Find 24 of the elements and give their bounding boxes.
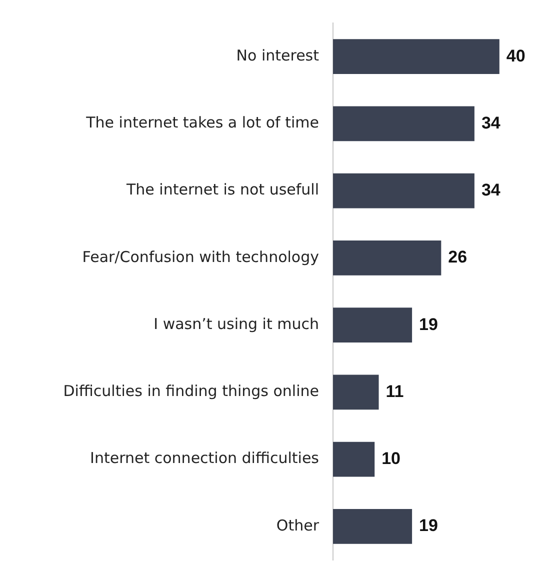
y-tick-label: I wasn’t using it much	[154, 314, 319, 333]
data-label: 34	[481, 113, 501, 132]
data-label: 26	[448, 248, 468, 267]
bar	[333, 374, 379, 410]
y-tick-label: No interest	[236, 46, 320, 64]
bar	[333, 39, 500, 74]
data-label: 19	[419, 314, 438, 334]
bar	[333, 308, 412, 343]
y-tick-label: Difficulties in finding things online	[63, 382, 319, 400]
y-tick-label: The internet takes a lot of time	[85, 114, 319, 132]
bar	[333, 240, 442, 276]
y-tick-label: The internet is not usefull	[126, 180, 319, 199]
data-label: 10	[382, 449, 401, 468]
data-label: 34	[481, 180, 501, 200]
y-tick-label: Fear/Confusion with technology	[82, 248, 320, 266]
bar	[333, 106, 474, 142]
y-tick-label: Internet connection difficulties	[90, 449, 320, 468]
data-label: 40	[506, 46, 526, 66]
bar	[333, 442, 375, 477]
data-label: 11	[386, 382, 404, 401]
bar	[333, 508, 412, 544]
y-tick-label: Other	[276, 516, 320, 534]
bar	[333, 173, 474, 208]
data-label: 19	[419, 516, 438, 536]
